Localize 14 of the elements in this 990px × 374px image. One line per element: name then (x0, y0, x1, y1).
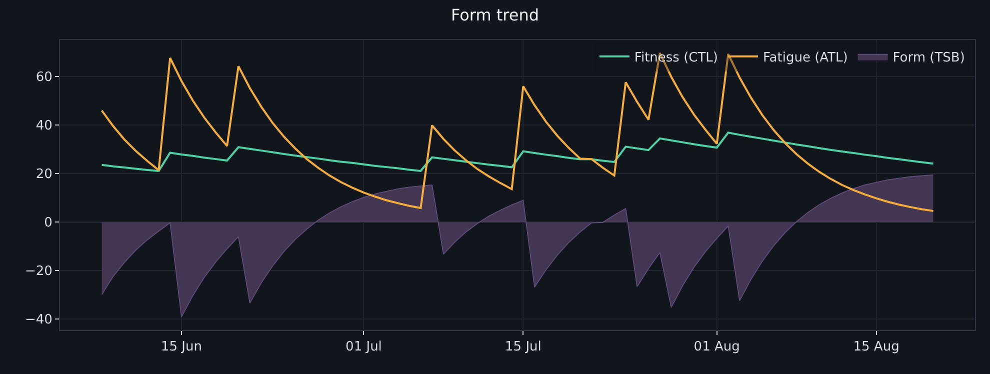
x-tick-label: 15 Jul (505, 340, 542, 355)
legend-label: Fatigue (ATL) (762, 50, 848, 66)
legend-label: Form (TSB) (892, 50, 965, 66)
y-tick-label: 20 (36, 167, 52, 182)
x-tick-label: 01 Jul (346, 340, 382, 355)
x-tick-label: 15 Jun (160, 340, 202, 355)
y-tick-label: 0 (44, 216, 52, 231)
y-tick-label: 40 (36, 118, 52, 134)
x-tick-label: 15 Aug (853, 340, 900, 355)
x-tick-label: 01 Aug (694, 340, 740, 355)
y-tick-label: −40 (24, 312, 52, 328)
y-tick-label: −20 (24, 264, 52, 280)
y-tick-label: 60 (36, 70, 52, 86)
chart-title: Form trend (450, 6, 540, 25)
